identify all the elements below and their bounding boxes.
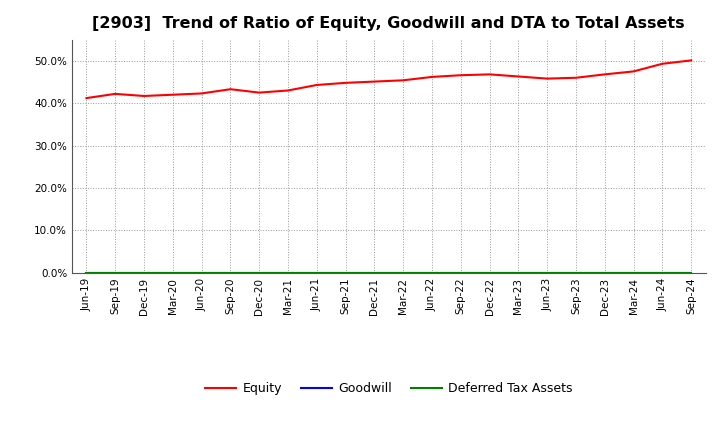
Equity bbox=[370, 79, 379, 84]
Deferred Tax Assets bbox=[658, 270, 667, 275]
Deferred Tax Assets bbox=[197, 270, 206, 275]
Goodwill bbox=[168, 270, 177, 275]
Deferred Tax Assets bbox=[284, 270, 292, 275]
Deferred Tax Assets bbox=[485, 270, 494, 275]
Legend: Equity, Goodwill, Deferred Tax Assets: Equity, Goodwill, Deferred Tax Assets bbox=[200, 377, 577, 400]
Goodwill bbox=[543, 270, 552, 275]
Deferred Tax Assets bbox=[629, 270, 638, 275]
Deferred Tax Assets bbox=[514, 270, 523, 275]
Deferred Tax Assets bbox=[572, 270, 580, 275]
Deferred Tax Assets bbox=[111, 270, 120, 275]
Goodwill bbox=[687, 270, 696, 275]
Goodwill bbox=[658, 270, 667, 275]
Goodwill bbox=[312, 270, 321, 275]
Equity bbox=[168, 92, 177, 97]
Deferred Tax Assets bbox=[255, 270, 264, 275]
Equity bbox=[456, 73, 465, 78]
Goodwill bbox=[140, 270, 148, 275]
Goodwill bbox=[456, 270, 465, 275]
Equity bbox=[572, 75, 580, 81]
Equity bbox=[341, 80, 350, 85]
Goodwill bbox=[514, 270, 523, 275]
Equity bbox=[111, 91, 120, 96]
Goodwill bbox=[629, 270, 638, 275]
Deferred Tax Assets bbox=[140, 270, 148, 275]
Equity bbox=[658, 61, 667, 66]
Goodwill bbox=[399, 270, 408, 275]
Equity bbox=[140, 93, 148, 99]
Deferred Tax Assets bbox=[82, 270, 91, 275]
Goodwill bbox=[600, 270, 609, 275]
Equity bbox=[543, 76, 552, 81]
Equity bbox=[687, 58, 696, 63]
Equity bbox=[197, 91, 206, 96]
Goodwill bbox=[111, 270, 120, 275]
Goodwill bbox=[197, 270, 206, 275]
Deferred Tax Assets bbox=[370, 270, 379, 275]
Deferred Tax Assets bbox=[428, 270, 436, 275]
Deferred Tax Assets bbox=[456, 270, 465, 275]
Deferred Tax Assets bbox=[399, 270, 408, 275]
Deferred Tax Assets bbox=[543, 270, 552, 275]
Goodwill bbox=[226, 270, 235, 275]
Equity bbox=[485, 72, 494, 77]
Goodwill bbox=[255, 270, 264, 275]
Equity bbox=[428, 74, 436, 80]
Goodwill bbox=[284, 270, 292, 275]
Equity bbox=[284, 88, 292, 93]
Equity bbox=[226, 87, 235, 92]
Equity bbox=[312, 82, 321, 88]
Equity bbox=[514, 74, 523, 79]
Deferred Tax Assets bbox=[600, 270, 609, 275]
Goodwill bbox=[341, 270, 350, 275]
Equity bbox=[255, 90, 264, 95]
Goodwill bbox=[428, 270, 436, 275]
Deferred Tax Assets bbox=[341, 270, 350, 275]
Equity bbox=[399, 78, 408, 83]
Goodwill bbox=[485, 270, 494, 275]
Goodwill bbox=[572, 270, 580, 275]
Line: Equity: Equity bbox=[86, 60, 691, 98]
Goodwill bbox=[370, 270, 379, 275]
Equity bbox=[629, 69, 638, 74]
Goodwill bbox=[82, 270, 91, 275]
Deferred Tax Assets bbox=[687, 270, 696, 275]
Equity bbox=[82, 95, 91, 101]
Equity bbox=[600, 72, 609, 77]
Deferred Tax Assets bbox=[168, 270, 177, 275]
Deferred Tax Assets bbox=[312, 270, 321, 275]
Title: [2903]  Trend of Ratio of Equity, Goodwill and DTA to Total Assets: [2903] Trend of Ratio of Equity, Goodwil… bbox=[92, 16, 685, 32]
Deferred Tax Assets bbox=[226, 270, 235, 275]
